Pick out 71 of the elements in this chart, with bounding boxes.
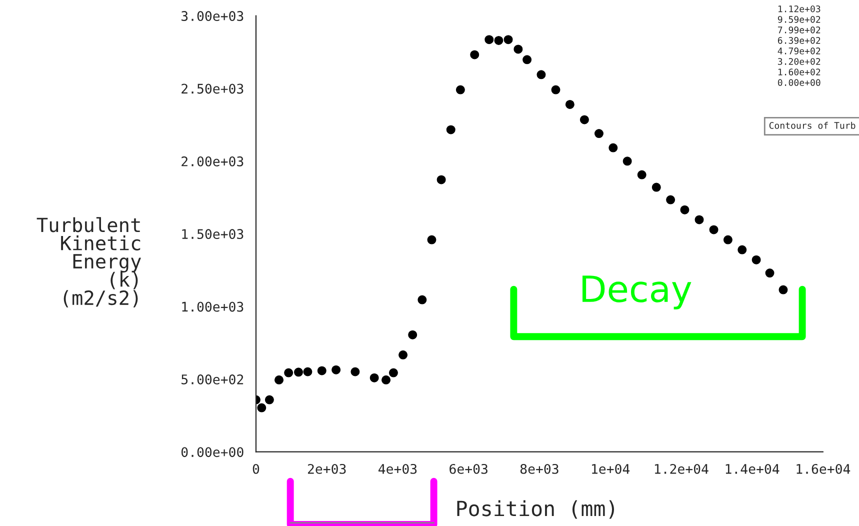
point bbox=[446, 125, 456, 134]
x-tick-label: 4e+03 bbox=[378, 464, 417, 474]
point bbox=[504, 35, 513, 44]
x-tick-label: 1e+04 bbox=[592, 464, 630, 474]
annotation: Decay bbox=[582, 276, 692, 310]
x-tick-label: 1.2e+04 bbox=[654, 464, 708, 474]
annotation: 1.60e+02 bbox=[778, 68, 820, 76]
y-tick-label: 0.00e+00 bbox=[181, 447, 244, 458]
point bbox=[608, 143, 618, 152]
point bbox=[580, 115, 589, 124]
point bbox=[456, 85, 465, 94]
point bbox=[408, 330, 418, 340]
point bbox=[274, 375, 284, 384]
y-axis-title: Turbulent Kinetic Energy (k) (m2/s2) bbox=[36, 217, 141, 308]
point bbox=[303, 367, 312, 376]
point bbox=[427, 235, 436, 244]
point bbox=[470, 50, 480, 60]
x-tick-label: 1.4e+04 bbox=[726, 464, 780, 474]
point bbox=[709, 225, 718, 234]
point bbox=[294, 368, 304, 377]
y-tick-label: 2.50e+03 bbox=[182, 84, 244, 94]
annotation: 4.79e+02 bbox=[778, 48, 820, 54]
point bbox=[536, 70, 546, 80]
annotation: 6.39e+02 bbox=[778, 37, 820, 44]
point bbox=[622, 156, 632, 166]
point bbox=[264, 395, 274, 404]
point bbox=[551, 85, 560, 94]
x-tick-label: 8e+03 bbox=[520, 464, 558, 474]
annotation: 7.99e+02 bbox=[778, 26, 820, 34]
x-tick-label: 2e+03 bbox=[308, 464, 346, 474]
point bbox=[484, 35, 494, 44]
annotation: 3.20e+02 bbox=[778, 58, 820, 65]
point bbox=[680, 205, 690, 214]
point bbox=[514, 44, 523, 54]
x-tick-label: 0 bbox=[252, 464, 260, 474]
annotation: Contours of Turb bbox=[769, 122, 856, 129]
annotation: 0.00e+00 bbox=[778, 79, 820, 86]
point bbox=[565, 100, 574, 109]
point bbox=[332, 365, 341, 374]
point bbox=[694, 215, 704, 224]
point bbox=[418, 295, 427, 304]
x-tick-label: 6e+03 bbox=[450, 464, 488, 474]
text: 1.12e+03 bbox=[778, 5, 820, 12]
point bbox=[723, 235, 732, 244]
point bbox=[350, 367, 360, 376]
y-tick-label: 5.00e+02 bbox=[182, 374, 244, 384]
point bbox=[398, 350, 408, 360]
point bbox=[765, 268, 774, 278]
y-tick-label: 2.00e+03 bbox=[182, 156, 244, 166]
x-axis-title: Position (mm) bbox=[457, 500, 614, 519]
point bbox=[382, 375, 391, 384]
point bbox=[370, 373, 379, 382]
point bbox=[388, 368, 398, 378]
point bbox=[284, 368, 294, 378]
point bbox=[666, 195, 676, 204]
y-tick-label: 1.00e+03 bbox=[182, 302, 244, 312]
point bbox=[436, 175, 446, 184]
point bbox=[257, 403, 266, 412]
point bbox=[494, 36, 504, 45]
point bbox=[637, 170, 646, 180]
point bbox=[752, 255, 761, 264]
point bbox=[594, 129, 604, 138]
point bbox=[317, 366, 326, 376]
point bbox=[652, 182, 661, 192]
y-tick-label: 3.00e+03 bbox=[182, 11, 244, 22]
point bbox=[738, 245, 747, 254]
y-tick-label: 1.50e+03 bbox=[182, 229, 244, 240]
point bbox=[522, 55, 532, 64]
point bbox=[778, 285, 788, 294]
x-tick-label: 1.6e+04 bbox=[796, 464, 850, 474]
annotation: 9.59e+02 bbox=[778, 16, 820, 23]
